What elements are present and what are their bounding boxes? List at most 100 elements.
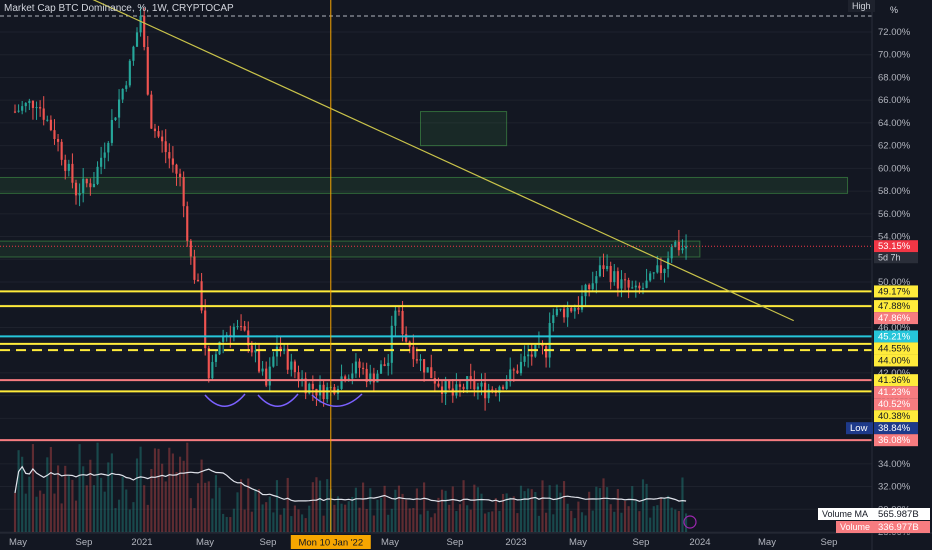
- volume-bar: [243, 509, 246, 532]
- candle-body: [189, 240, 192, 257]
- candle-body: [153, 128, 157, 132]
- candle-body: [358, 361, 361, 368]
- candle-body: [466, 376, 469, 390]
- candle-body: [491, 389, 494, 391]
- volume-bar: [240, 479, 243, 532]
- volume-bar: [437, 497, 440, 532]
- volume-bar: [257, 489, 261, 532]
- candle-body: [60, 141, 63, 160]
- price-label-text: 53.15%: [878, 241, 911, 252]
- price-label-text: 44.55%: [878, 343, 911, 354]
- volume-bar: [60, 503, 63, 532]
- y-tick-label: 42.00%: [878, 368, 911, 379]
- x-tick-label: May: [9, 537, 27, 548]
- candle-body: [78, 192, 81, 196]
- volume-bar: [444, 490, 447, 532]
- candle-body: [627, 280, 630, 288]
- volume-bar: [469, 509, 472, 532]
- candle-body: [501, 386, 505, 389]
- candle-body: [157, 131, 160, 137]
- candle-body: [598, 265, 602, 277]
- candle-body: [656, 265, 659, 273]
- volume-bar: [559, 492, 562, 532]
- low-badge-text: Low: [850, 423, 868, 434]
- volume-bar: [225, 516, 228, 532]
- volume-bar: [103, 491, 106, 532]
- volume-bar: [530, 489, 533, 532]
- candle-body: [272, 356, 275, 367]
- volume-bar: [31, 444, 35, 532]
- countdown-text: 5d 7h: [878, 253, 901, 263]
- volume-bar: [186, 442, 189, 532]
- volume-bar: [254, 489, 257, 532]
- volume-bar: [552, 514, 555, 532]
- candle-body: [21, 106, 24, 111]
- candle-body: [444, 380, 447, 394]
- volume-ma-value: 565.987B: [878, 509, 919, 520]
- volume-bar: [139, 446, 142, 532]
- candle-body: [254, 350, 257, 353]
- candle-body: [193, 256, 196, 280]
- volume-bar: [548, 485, 551, 532]
- candle-body: [196, 279, 200, 282]
- volume-bar: [232, 508, 235, 532]
- volume-bar: [211, 498, 214, 532]
- candle-body: [674, 241, 677, 248]
- volume-bar: [638, 511, 641, 532]
- x-tick-label: May: [758, 537, 776, 548]
- volume-bar: [89, 459, 92, 532]
- candle-body: [186, 206, 189, 241]
- volume-label: Volume: [840, 522, 870, 532]
- volume-badge: [836, 521, 876, 533]
- candle-body: [207, 348, 210, 379]
- volume-bar: [412, 508, 415, 532]
- candle-body: [311, 383, 314, 389]
- candle-body: [222, 336, 225, 342]
- candle-body: [401, 310, 404, 335]
- volume-bar: [135, 458, 139, 532]
- volume-bar: [268, 496, 271, 532]
- candle-body: [394, 310, 397, 326]
- candle-body: [132, 46, 135, 61]
- price-label-text: 41.23%: [878, 387, 911, 398]
- volume-bar: [297, 509, 300, 532]
- volume-bar: [523, 491, 526, 532]
- volume-bar: [401, 493, 404, 532]
- volume-bar: [28, 476, 31, 532]
- candle-body: [117, 99, 121, 118]
- candle-body: [143, 15, 146, 47]
- candle-body: [448, 380, 451, 389]
- volume-bar: [311, 482, 314, 532]
- candle-body: [28, 100, 31, 104]
- candle-body: [175, 164, 178, 174]
- percent-toggle[interactable]: %: [890, 5, 899, 15]
- y-tick-label: 66.00%: [878, 95, 911, 106]
- candle-body: [573, 308, 576, 312]
- volume-bar: [121, 476, 124, 532]
- volume-bar: [164, 481, 167, 532]
- candle-body: [247, 330, 250, 346]
- candle-body: [458, 384, 462, 387]
- price-label-bg: [874, 300, 918, 313]
- volume-bar: [358, 507, 361, 532]
- candle-body: [85, 178, 88, 184]
- candle-body: [383, 364, 386, 366]
- volume-bar: [85, 485, 88, 532]
- x-tick-label: Sep: [260, 537, 277, 548]
- y-tick-label: 50.00%: [878, 277, 911, 288]
- volume-bar: [143, 485, 146, 532]
- price-label-text: 40.52%: [878, 399, 911, 410]
- volume-bar: [408, 508, 411, 532]
- candle-body: [552, 315, 555, 324]
- candle-body: [545, 346, 548, 358]
- volume-bar: [473, 484, 476, 532]
- candle-body: [71, 163, 74, 183]
- candle-body: [530, 354, 533, 357]
- candle-body: [512, 369, 515, 371]
- price-label-bg: [874, 398, 918, 411]
- volume-bar: [304, 518, 307, 532]
- candle-body: [297, 372, 300, 381]
- candle-body: [31, 100, 35, 108]
- pattern-arc: [311, 393, 363, 407]
